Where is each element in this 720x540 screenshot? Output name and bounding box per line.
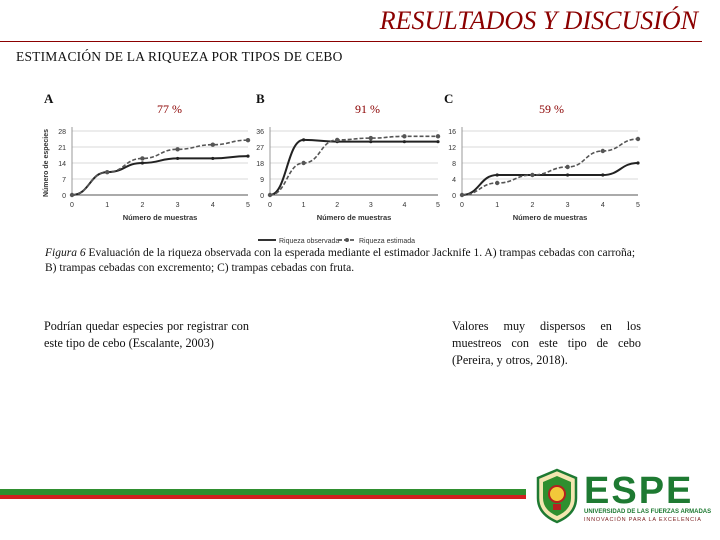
observed-point-b [302, 138, 306, 142]
x-tick-label-c: 0 [460, 202, 464, 209]
y-tick-label-b: 0 [260, 193, 264, 200]
observed-point-c [566, 173, 570, 177]
y-tick-label-c: 4 [452, 177, 456, 184]
series-estimated-line-a [71, 139, 249, 196]
figure-caption: Figura 6 Evaluación de la riqueza observ… [45, 246, 645, 276]
section-subtitle: ESTIMACIÓN DE LA RIQUEZA POR TIPOS DE CE… [16, 49, 343, 64]
figure-legend: Riqueza observada Riqueza estimada [258, 238, 415, 245]
university-name: UNIVERSIDAD DE LAS FUERZAS ARMADAS [584, 509, 712, 515]
panel-letter-b: B [256, 91, 265, 106]
x-tick-label-a: 4 [211, 202, 215, 209]
estimated-point-b [368, 135, 373, 141]
observed-point-a [211, 156, 215, 161]
y-axis-label-a: Número de especies [43, 129, 50, 197]
y-tick-label-a: 21 [58, 145, 66, 152]
espe-logo: ESPE UNIVERSIDAD DE LAS FUERZAS ARMADAS … [534, 468, 712, 524]
estimated-point-a [245, 137, 251, 143]
y-tick-label-c: 16 [448, 129, 456, 136]
x-tick-label-c: 1 [495, 202, 499, 209]
panel-a-percentage: 77 % [157, 102, 182, 116]
x-tick-label-c: 2 [530, 202, 534, 209]
x-tick-label-a: 2 [140, 202, 144, 209]
university-crest-icon [536, 468, 578, 524]
y-tick-label-b: 27 [256, 145, 264, 152]
x-tick-label-c: 4 [601, 202, 605, 209]
observed-point-c [636, 161, 640, 165]
observed-point-b [402, 140, 406, 144]
x-axis-label-a: Número de muestras [123, 213, 198, 222]
y-tick-label-b: 18 [256, 161, 264, 168]
y-tick-label-b: 36 [256, 129, 264, 136]
panel-letter-c: C [444, 91, 454, 106]
observed-point-c [601, 173, 605, 177]
y-tick-label-a: 14 [58, 161, 66, 168]
estimated-point-a [105, 169, 110, 175]
x-tick-label-b: 2 [335, 202, 339, 209]
series-observed-line-a [71, 155, 249, 196]
estimated-point-c [635, 136, 641, 142]
observed-point-a [140, 161, 144, 165]
series-estimated-line-c [461, 138, 639, 196]
y-tick-label-b: 9 [260, 177, 264, 184]
y-tick-label-c: 8 [452, 161, 456, 168]
title-divider [0, 41, 702, 42]
espe-wordmark: ESPE [584, 470, 694, 512]
observed-point-a [246, 154, 250, 158]
estimated-point-b [402, 134, 407, 139]
estimated-point-a [175, 147, 180, 152]
panel-c-percentage: 59 % [539, 102, 564, 116]
x-tick-label-a: 5 [246, 202, 250, 209]
x-tick-label-b: 4 [402, 202, 406, 209]
right-paragraph: Valores muy dispersos en los muestreos c… [452, 319, 641, 367]
y-tick-label-a: 0 [62, 193, 66, 200]
page-title: RESULTADOS Y DISCUSIÓN [379, 6, 698, 35]
x-tick-label-b: 3 [369, 202, 373, 209]
x-tick-label-b: 1 [302, 202, 306, 209]
x-axis-label-c: Número de muestras [513, 213, 588, 222]
caption-text: Evaluación de la riqueza observada con l… [45, 247, 636, 274]
observed-point-b [369, 140, 373, 144]
x-tick-label-b: 5 [436, 202, 440, 209]
university-motto: INNOVACIÓN PARA LA EXCELENCIA [584, 517, 702, 523]
y-tick-label-c: 12 [448, 145, 456, 152]
legend-estimated-label: Riqueza estimada [359, 238, 415, 245]
y-tick-label-c: 0 [452, 193, 456, 200]
x-axis-label-b: Número de muestras [317, 213, 392, 222]
estimated-point-c [459, 192, 465, 198]
estimated-point-a [69, 192, 75, 198]
legend-observed-label: Riqueza observada [279, 238, 339, 245]
estimated-point-b [301, 160, 306, 166]
estimated-point-c [600, 148, 605, 154]
estimated-point-c [565, 164, 570, 170]
panel-letter-a: A [44, 91, 54, 106]
estimated-point-b [335, 137, 340, 143]
figure-label: Figura 6 [45, 247, 86, 259]
observed-point-b [436, 140, 440, 144]
observed-point-a [176, 156, 180, 161]
estimated-point-c [495, 180, 500, 186]
footer-red-bar [0, 495, 526, 499]
observed-point-c [495, 173, 499, 177]
estimated-point-a [210, 142, 215, 147]
left-paragraph: Podrían quedar especies por registrar co… [44, 319, 249, 350]
estimated-point-a [140, 156, 145, 161]
series-observed-line-b [269, 138, 438, 196]
estimated-point-b [435, 134, 441, 139]
x-tick-label-a: 3 [176, 202, 180, 209]
footer-green-bar [0, 489, 526, 495]
estimated-point-b [267, 192, 273, 198]
y-tick-label-a: 28 [58, 129, 66, 136]
x-tick-label-a: 0 [70, 202, 74, 209]
legend-estimated-marker [345, 238, 349, 242]
series-observed-line-c [461, 162, 639, 196]
x-tick-label-b: 0 [268, 202, 272, 209]
x-tick-label-a: 1 [105, 202, 109, 209]
panel-b-percentage: 91 % [355, 102, 380, 116]
x-tick-label-c: 3 [566, 202, 570, 209]
y-tick-label-a: 7 [62, 177, 66, 184]
x-tick-label-c: 5 [636, 202, 640, 209]
estimated-point-c [530, 172, 535, 178]
